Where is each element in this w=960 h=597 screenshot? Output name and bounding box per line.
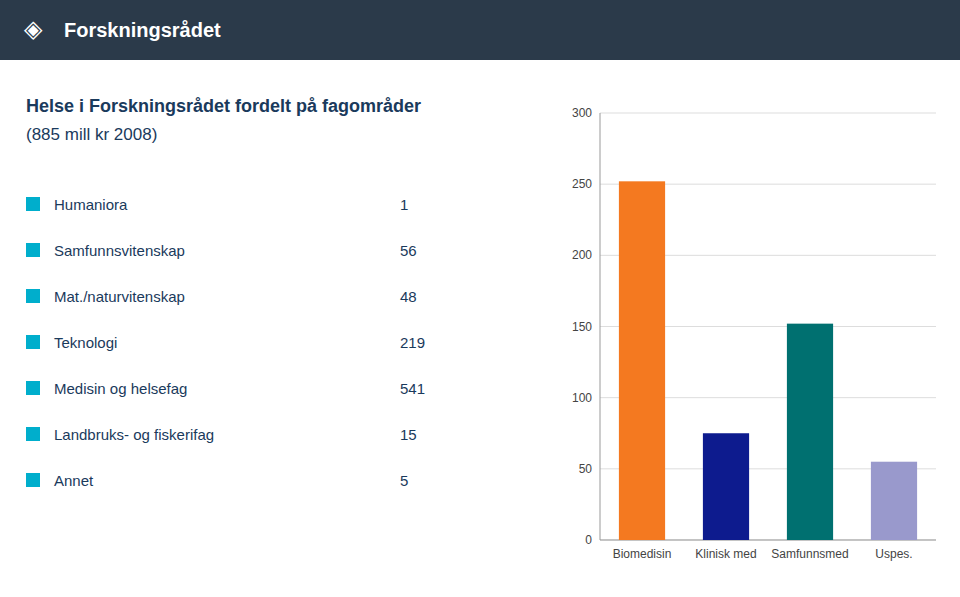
y-tick-label: 250	[572, 177, 592, 191]
list-label: Humaniora	[54, 196, 128, 213]
y-tick-label: 150	[572, 320, 592, 334]
list-label: Landbruks- og fiskerifag	[54, 426, 214, 443]
y-tick-label: 50	[579, 462, 593, 476]
page: ◈ Forskningsrådet Helse i Forskningsrådet …	[0, 0, 960, 597]
list-value: 541	[400, 380, 425, 397]
header-title: Forskningsrådet	[64, 19, 221, 41]
list-value: 48	[400, 288, 417, 305]
list-value: 5	[400, 472, 408, 489]
bar	[871, 462, 917, 540]
bar	[787, 324, 833, 540]
list-value: 56	[400, 242, 417, 259]
y-tick-label: 100	[572, 391, 592, 405]
bullet	[26, 289, 40, 303]
x-tick-label: Uspes.	[875, 547, 912, 561]
canvas: ◈ Forskningsrådet Helse i Forskningsrådet …	[0, 0, 960, 597]
bar	[703, 433, 749, 540]
list-label: Annet	[54, 472, 94, 489]
bullet	[26, 381, 40, 395]
y-axis	[600, 113, 601, 540]
y-tick-label: 300	[572, 106, 592, 120]
x-tick-label: Samfunnsmed	[771, 547, 848, 561]
logo: ◈	[24, 15, 43, 42]
list-value: 15	[400, 426, 417, 443]
grid-line	[600, 113, 936, 114]
y-tick-label: 0	[585, 533, 592, 547]
x-tick-label: Klinisk med	[695, 547, 756, 561]
y-tick-label: 200	[572, 248, 592, 262]
list-label: Teknologi	[54, 334, 117, 351]
bar	[619, 181, 665, 540]
list-value: 1	[400, 196, 408, 213]
subtitle: (885 mill kr 2008)	[26, 125, 157, 144]
bars	[619, 181, 917, 540]
bullet	[26, 473, 40, 487]
bullet	[26, 335, 40, 349]
list-label: Samfunnsvitenskap	[54, 242, 185, 259]
list-label: Medisin og helsefag	[54, 380, 187, 397]
bar-chart: 0 50 100 150 200 250 300 Biomedisin Klinisk med S…	[572, 106, 936, 561]
title: Helse i Forskningsrådet fordelt på fagom…	[26, 96, 421, 116]
list-value: 219	[400, 334, 425, 351]
list-label: Mat./naturvitenskap	[54, 288, 185, 305]
bullet	[26, 243, 40, 257]
header-bar	[0, 0, 960, 60]
bullet	[26, 427, 40, 441]
bullet	[26, 197, 40, 211]
x-tick-label: Biomedisin	[613, 547, 672, 561]
